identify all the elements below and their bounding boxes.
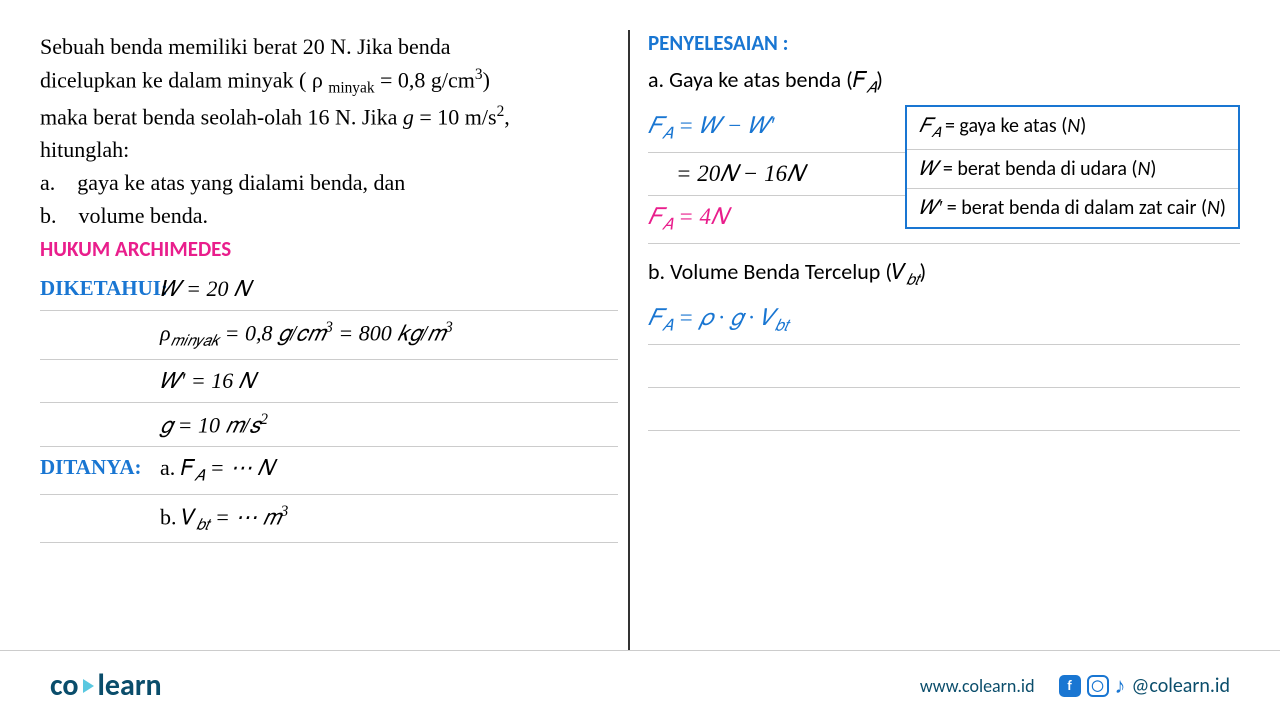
legend-row-2: 𝑊 = berat benda di udara (N)	[907, 150, 1238, 189]
problem-line3a: maka berat benda seolah-olah 16 N. Jika	[40, 104, 403, 129]
topic-heading: HUKUM ARCHIMEDES	[40, 236, 618, 262]
problem-text: Sebuah benda memiliki berat 20 N. Jika b…	[40, 30, 618, 232]
problem-line3c: ,	[504, 104, 510, 129]
solution-a-title: a. Gaya ke atas benda (𝐹𝐴)	[648, 66, 1240, 97]
given-wprime: 𝑊′ = 16 𝑁	[160, 368, 618, 394]
asked-b: b. 𝑉𝑏𝑡 = ⋯ 𝑚3	[160, 503, 618, 535]
problem-line2a: dicelupkan ke dalam minyak ( ρ	[40, 67, 328, 92]
social-handle: @colearn.id	[1132, 674, 1230, 698]
problem-line1: Sebuah benda memiliki berat 20 N. Jika b…	[40, 34, 451, 59]
asked-row-a: DITANYA: a. 𝐹𝐴 = ⋯ 𝑁	[40, 447, 618, 494]
calc-b-1: 𝐹𝐴 = 𝜌 · 𝑔 · 𝑉𝑏𝑡	[648, 297, 1240, 345]
problem-line2c: )	[483, 67, 490, 92]
footer-right: www.colearn.id f ◯ ♪ @colearn.id	[920, 672, 1230, 699]
calc-b-empty-2	[648, 388, 1240, 431]
calc-b-empty-1	[648, 345, 1240, 388]
problem-sup-3: 3	[475, 66, 483, 83]
problem-line4: hitunglah:	[40, 137, 129, 162]
facebook-icon[interactable]: f	[1059, 675, 1081, 697]
diketahui-label: DIKETAHUI:	[40, 276, 160, 302]
right-column: PENYELESAIAN : a. Gaya ke atas benda (𝐹𝐴…	[628, 30, 1240, 650]
footer: co learn www.colearn.id f ◯ ♪ @colearn.i…	[0, 650, 1280, 720]
given-row-4: 𝑔 = 10 𝑚/𝑠2	[40, 403, 618, 447]
problem-g: g	[403, 104, 414, 129]
social-icons: f ◯ ♪ @colearn.id	[1059, 672, 1230, 699]
website-link[interactable]: www.colearn.id	[920, 675, 1035, 697]
ditanya-label: DITANYA:	[40, 455, 160, 485]
left-column: Sebuah benda memiliki berat 20 N. Jika b…	[40, 30, 628, 650]
given-row-1: DIKETAHUI: 𝑊 = 20 𝑁	[40, 268, 618, 311]
asked-row-b: b. 𝑉𝑏𝑡 = ⋯ 𝑚3	[40, 495, 618, 544]
solution-a-block: 𝐹𝐴 = gaya ke atas (N) 𝑊 = berat benda di…	[648, 105, 1240, 243]
penyelesaian-label: PENYELESAIAN :	[648, 30, 1240, 56]
given-g: 𝑔 = 10 𝑚/𝑠2	[160, 411, 618, 438]
given-rho: ρ𝑚𝑖𝑛𝑦𝑎𝑘 = 0,8 𝑔/𝑐𝑚3 = 800 𝑘𝑔/𝑚3	[160, 319, 618, 351]
given-w: 𝑊 = 20 𝑁	[160, 276, 618, 302]
problem-sub-minyak: minyak	[328, 80, 374, 97]
logo-co: co	[50, 667, 79, 704]
problem-item-a: a. gaya ke atas yang dialami benda, dan	[40, 170, 405, 195]
colearn-logo: co learn	[50, 667, 162, 704]
legend-row-3: 𝑊′ = berat benda di dalam zat cair (N)	[907, 189, 1238, 227]
legend-box: 𝐹𝐴 = gaya ke atas (N) 𝑊 = berat benda di…	[905, 105, 1240, 229]
tiktok-icon[interactable]: ♪	[1115, 672, 1126, 699]
instagram-icon[interactable]: ◯	[1087, 675, 1109, 697]
legend-row-1: 𝐹𝐴 = gaya ke atas (N)	[907, 107, 1238, 150]
problem-line2b: = 0,8 g/cm	[375, 67, 475, 92]
asked-a: a. 𝐹𝐴 = ⋯ 𝑁	[160, 455, 618, 485]
play-icon	[83, 679, 94, 693]
problem-item-b: b. volume benda.	[40, 203, 208, 228]
given-row-3: 𝑊′ = 16 𝑁	[40, 360, 618, 403]
logo-learn: learn	[98, 667, 162, 704]
solution-b-title: b. Volume Benda Tercelup (𝑉𝑏𝑡)	[648, 258, 1240, 289]
problem-line3b: = 10 m/s	[414, 104, 497, 129]
given-row-2: ρ𝑚𝑖𝑛𝑦𝑎𝑘 = 0,8 𝑔/𝑐𝑚3 = 800 𝑘𝑔/𝑚3	[40, 311, 618, 360]
